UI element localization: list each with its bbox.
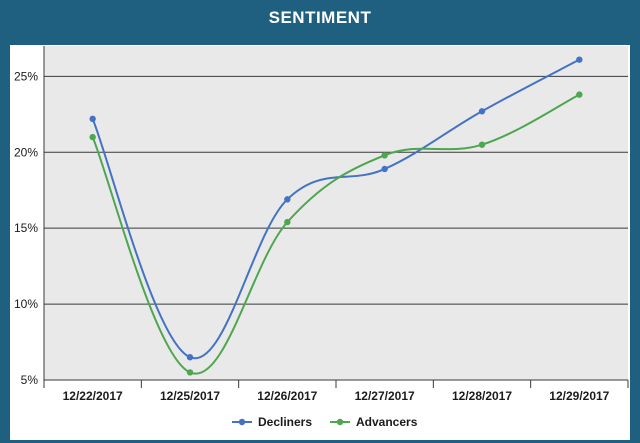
x-tick-label: 12/29/2017	[549, 389, 609, 403]
x-axis-ticks: 12/22/2017 12/25/2017 12/26/2017 12/27/2017…	[63, 389, 610, 403]
x-tick-label: 12/27/2017	[355, 389, 415, 403]
legend: Decliners Advancers	[232, 415, 418, 429]
data-point-advancers	[381, 152, 388, 159]
y-tick-label: 15%	[14, 221, 38, 235]
data-point-decliners	[89, 115, 96, 123]
data-point-advancers	[478, 141, 486, 148]
legend-marker-advancers	[336, 418, 344, 426]
chart-title: SENTIMENT	[268, 8, 372, 27]
y-tick-label: 20%	[14, 145, 38, 159]
grid-layer	[43, 46, 629, 388]
legend-label-advancers: Advancers	[356, 415, 418, 429]
x-tick-label: 12/28/2017	[452, 389, 512, 403]
y-tick-label: 5%	[21, 373, 39, 387]
data-point-advancers	[576, 91, 583, 98]
legend-label-decliners: Decliners	[258, 415, 312, 429]
y-tick-label: 10%	[14, 297, 38, 311]
data-point-advancers	[89, 133, 96, 141]
data-point-decliners	[381, 165, 388, 173]
data-point-decliners	[478, 108, 486, 115]
data-point-advancers	[186, 369, 194, 376]
data-point-decliners	[186, 354, 194, 361]
x-tick-label: 12/26/2017	[257, 389, 317, 403]
x-tick-label: 12/25/2017	[160, 389, 220, 403]
data-point-advancers	[284, 218, 291, 226]
y-tick-label: 25%	[14, 69, 38, 83]
data-point-decliners	[284, 196, 291, 203]
data-point-decliners	[576, 56, 583, 63]
series-layer	[89, 56, 583, 376]
x-tick-label: 12/22/2017	[63, 389, 123, 403]
plot-area	[44, 46, 628, 380]
y-axis-ticks: 5% 10% 15% 20% 25%	[14, 69, 38, 387]
legend-marker-decliners	[238, 418, 246, 426]
